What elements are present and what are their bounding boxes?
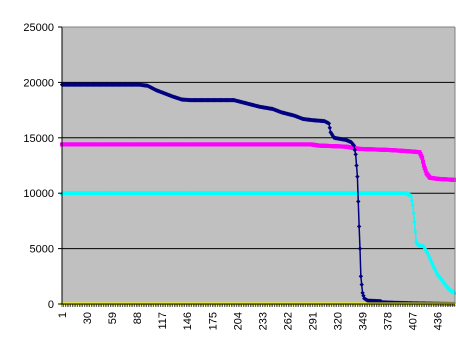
plot-background <box>62 27 455 304</box>
x-tick-label: 407 <box>408 312 420 330</box>
axes <box>58 26 456 307</box>
data-point <box>359 282 364 287</box>
y-tick-label: 5000 <box>30 244 54 256</box>
x-tick-label: 378 <box>383 312 395 330</box>
y-axis-tick-labels: 0 5000 10000 15000 20000 25000 <box>23 22 54 311</box>
data-point <box>422 166 427 171</box>
data-point <box>356 224 362 229</box>
x-tick-label: 233 <box>257 312 269 330</box>
data-point <box>357 246 363 251</box>
y-tick-label: 15000 <box>23 133 54 145</box>
data-point <box>423 168 428 173</box>
data-point <box>408 193 414 198</box>
data-point <box>412 218 417 223</box>
data-point <box>353 152 358 157</box>
data-point <box>355 174 360 179</box>
data-point <box>421 159 426 164</box>
data-point <box>358 274 364 279</box>
x-tick-label: 262 <box>282 312 294 330</box>
x-tick-label: 146 <box>182 312 194 330</box>
data-point <box>327 125 332 131</box>
x-tick-label: 1 <box>57 312 69 318</box>
x-tick-label: 59 <box>107 312 119 324</box>
x-tick-label: 349 <box>358 312 370 330</box>
data-point <box>354 163 359 168</box>
plot-area <box>62 27 455 304</box>
data-point <box>421 163 426 168</box>
data-point <box>411 210 416 215</box>
y-tick-label: 10000 <box>23 188 54 200</box>
data-point <box>356 199 361 204</box>
series-2 <box>59 190 456 295</box>
y-tick-label: 25000 <box>23 22 54 34</box>
y-tick-label: 0 <box>48 299 54 311</box>
data-point <box>326 121 332 126</box>
x-axis-tick-labels: 1 30 59 88 117 146 175 204 233 262 291 320 349 378 407… <box>57 312 445 330</box>
data-point <box>351 143 357 148</box>
x-tick-label: 30 <box>82 312 94 324</box>
data-point <box>352 147 358 153</box>
x-tick-label: 175 <box>207 312 219 330</box>
x-tick-label: 320 <box>333 312 345 330</box>
x-tick-label: 204 <box>232 312 244 330</box>
x-tick-label: 88 <box>132 312 144 324</box>
data-point <box>409 197 415 202</box>
y-tick-label: 20000 <box>23 77 54 89</box>
x-tick-label: 291 <box>307 312 319 330</box>
x-tick-label: 436 <box>433 312 445 330</box>
data-point <box>410 201 415 207</box>
data-point <box>413 228 418 233</box>
data-point <box>420 155 425 160</box>
x-tick-label: 117 <box>157 312 169 330</box>
